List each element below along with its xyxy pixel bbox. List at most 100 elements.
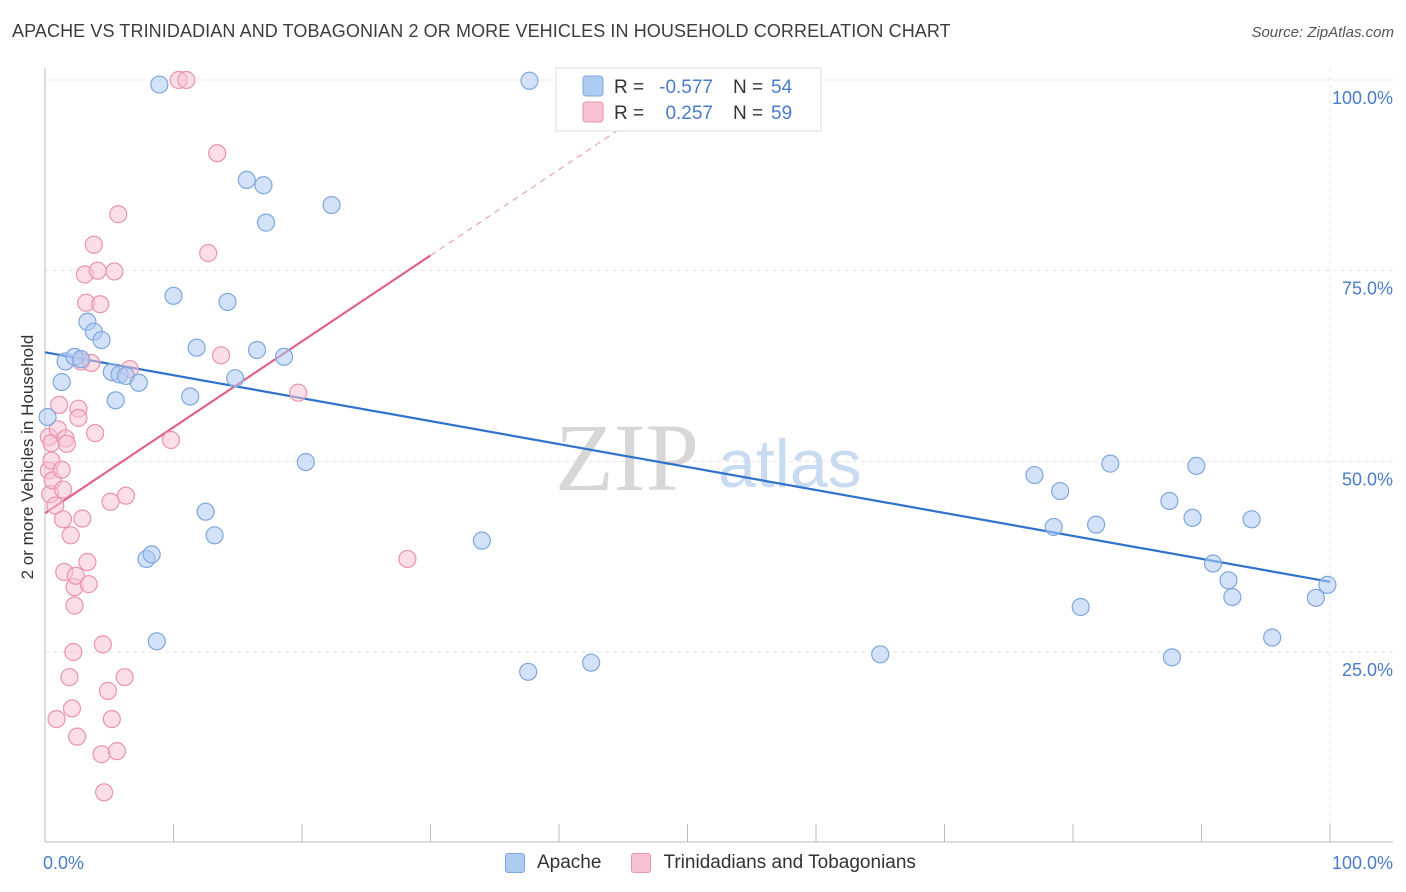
apache-trend-line	[44, 351, 1331, 583]
legend-item-apache: Apache	[505, 852, 601, 874]
apache-point	[196, 502, 215, 521]
apache-point	[1025, 465, 1044, 485]
trini-point	[102, 710, 121, 729]
apache-point	[1044, 517, 1063, 537]
apache-point	[181, 387, 200, 406]
apache-point	[142, 545, 161, 564]
trini-point	[88, 261, 107, 280]
trini-point	[115, 668, 134, 687]
stats-legend-trini-swatch	[582, 101, 604, 123]
apache-point	[164, 286, 183, 305]
trini-point	[73, 509, 92, 528]
apache-point	[1242, 510, 1261, 529]
y-tick-label: 25.0%	[1342, 660, 1393, 680]
trini-point	[69, 408, 88, 427]
apache-point	[106, 391, 125, 410]
stats-legend: R = -0.577 N = 54 R = 0.257 N = 59	[555, 67, 822, 132]
legend-label-trini: Trinidadians and Tobagonians	[663, 852, 916, 873]
bottom-legend: Apache Trinidadians and Tobagonians	[505, 852, 946, 874]
y-tick-label: 100.0%	[1332, 88, 1393, 108]
trini-point	[84, 235, 103, 254]
trini-point	[53, 480, 73, 499]
stats-r-value-apache: -0.577	[659, 77, 713, 98]
trini-point	[78, 552, 97, 572]
apache-point	[150, 75, 169, 94]
x-tick-label-min: 0.0%	[43, 853, 84, 873]
trini-point	[161, 430, 181, 450]
trini-point	[50, 395, 69, 414]
trini-point	[68, 727, 87, 746]
axes: 25.0% 50.0% 75.0% 100.0% 0.0% 100.0%	[43, 68, 1393, 873]
stats-n-label-apache: N =	[733, 77, 763, 98]
apache-point	[1087, 515, 1106, 534]
trini-point	[46, 496, 65, 515]
apache-point	[322, 195, 341, 215]
y-tick-label: 50.0%	[1342, 469, 1393, 489]
apache-point	[1162, 648, 1182, 667]
source-credit: Source: ZipAtlas.com	[1251, 24, 1394, 41]
apache-point	[472, 531, 491, 550]
stats-legend-apache-swatch	[582, 75, 604, 97]
trini-point	[208, 144, 227, 163]
apache-point	[1187, 456, 1206, 476]
apache-point	[274, 347, 294, 366]
trini-point	[95, 783, 114, 802]
apache-point	[1219, 571, 1238, 590]
chart-title: APACHE VS TRINIDADIAN AND TOBAGONIAN 2 O…	[12, 21, 951, 41]
apache-point	[218, 292, 237, 312]
apache-point	[520, 71, 539, 90]
trini-point	[105, 262, 124, 281]
apache-point	[1071, 597, 1090, 617]
trini-point	[107, 742, 127, 761]
apache-point	[296, 452, 315, 472]
apache-point	[254, 176, 273, 195]
trini-point	[199, 244, 218, 263]
y-axis-label: 2 or more Vehicles in Household	[18, 335, 37, 580]
apache-point	[147, 632, 166, 651]
trini-point	[398, 549, 417, 569]
trini-point	[289, 383, 308, 402]
apache-point	[871, 645, 890, 664]
apache-point	[1203, 554, 1223, 573]
trini-point	[47, 710, 66, 729]
apache-point	[129, 373, 148, 392]
trini-point	[101, 492, 120, 511]
apache-point	[71, 350, 91, 369]
trini-point	[60, 668, 79, 687]
stats-r-label-trini: R =	[614, 103, 644, 124]
apache-point	[1101, 454, 1120, 473]
apache-point	[1051, 481, 1070, 501]
apache-point	[519, 662, 538, 681]
trini-point	[53, 510, 73, 529]
apache-point	[1183, 508, 1202, 527]
y-tick-label: 75.0%	[1342, 279, 1393, 299]
trini-point	[98, 681, 118, 700]
x-tick-label-max: 100.0%	[1332, 853, 1393, 873]
trini-point	[62, 699, 82, 718]
stats-n-value-trini: 59	[771, 103, 792, 124]
trini-point	[211, 346, 231, 365]
apache-point	[237, 170, 256, 190]
trini-point	[61, 526, 80, 545]
apache-point	[92, 330, 111, 350]
apache-point	[256, 213, 276, 232]
trini-point	[57, 434, 76, 453]
stats-r-value-trini: 0.257	[665, 103, 713, 124]
trini-point	[79, 575, 98, 594]
watermark-atlas: atlas	[718, 426, 862, 502]
legend-label-apache: Apache	[537, 852, 602, 873]
stats-n-value-apache: 54	[771, 77, 793, 98]
apache-point	[1318, 575, 1337, 594]
apache-point	[52, 372, 71, 392]
apache-point	[226, 369, 245, 388]
trini-point	[93, 635, 112, 654]
trini-point	[66, 566, 85, 585]
trini-point	[109, 205, 128, 224]
apache-point	[187, 338, 206, 357]
trini-point	[86, 424, 105, 443]
trini-point	[91, 295, 110, 314]
apache-point	[205, 526, 224, 545]
apache-point	[247, 340, 267, 360]
legend-item-trini: Trinidadians and Tobagonians	[631, 852, 916, 874]
